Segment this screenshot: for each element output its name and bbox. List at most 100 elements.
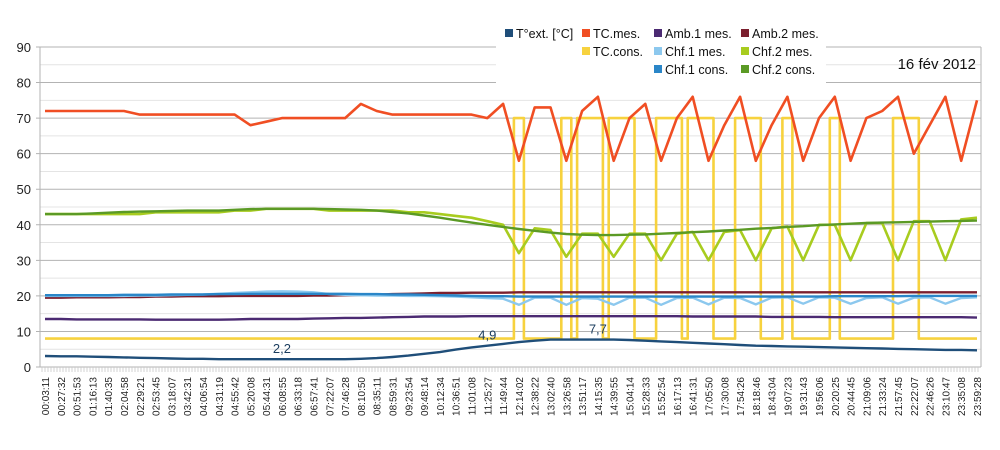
x-tick-label: 21:33:24 bbox=[878, 377, 889, 416]
x-tick-label: 07:22:07 bbox=[325, 377, 336, 416]
x-tick-label: 19:31:43 bbox=[799, 377, 810, 416]
x-tick-label: 14:15:35 bbox=[594, 377, 605, 416]
x-tick-label: 02:29:21 bbox=[136, 377, 147, 416]
x-tick-label: 13:51:17 bbox=[578, 377, 589, 416]
legend-label: Chf.1 mes. bbox=[665, 45, 725, 59]
y-tick-label: 90 bbox=[17, 40, 31, 55]
x-tick-label: 11:01:08 bbox=[468, 377, 479, 416]
x-tick-label: 04:06:54 bbox=[199, 377, 210, 416]
legend-swatch bbox=[654, 47, 662, 55]
x-tick-label: 13:26:58 bbox=[562, 377, 573, 416]
legend-label: T°ext. [°C] bbox=[516, 27, 573, 41]
legend-swatch bbox=[654, 29, 662, 37]
x-tick-label: 00:03:11 bbox=[41, 377, 52, 416]
data-label: 7,7 bbox=[589, 322, 607, 337]
x-tick-label: 21:09:06 bbox=[862, 377, 873, 416]
x-tick-label: 06:33:18 bbox=[294, 377, 305, 416]
series-line-t-ext-c bbox=[44, 338, 978, 361]
series-line-amb-1-mes bbox=[45, 315, 978, 321]
x-tick-label: 15:04:14 bbox=[625, 377, 636, 416]
y-tick-label: 70 bbox=[17, 111, 31, 126]
x-tick-label: 18:43:04 bbox=[768, 377, 779, 416]
x-tick-label: 01:16:13 bbox=[88, 377, 99, 416]
x-tick-label: 02:53:45 bbox=[152, 377, 163, 416]
x-tick-label: 13:02:40 bbox=[546, 377, 557, 416]
x-tick-label: 10:36:51 bbox=[452, 377, 463, 416]
x-tick-label: 10:12:34 bbox=[436, 377, 447, 416]
x-tick-label: 08:10:50 bbox=[357, 377, 368, 416]
legend-label: Amb.1 mes. bbox=[665, 27, 732, 41]
x-tick-label: 05:20:08 bbox=[246, 377, 257, 416]
x-tick-label: 05:44:31 bbox=[262, 377, 273, 416]
legend: T°ext. [°C] TC.mes. Amb.1 mes. Amb.2 mes. TC… bbox=[496, 26, 826, 84]
x-tick-label: 03:42:31 bbox=[183, 377, 194, 416]
x-tick-label: 08:35:11 bbox=[373, 377, 384, 416]
y-tick-label: 0 bbox=[24, 360, 31, 375]
x-tick-label: 22:22:07 bbox=[910, 377, 921, 416]
series-line-chf-2-mes bbox=[45, 207, 978, 262]
x-tick-label: 00:51:53 bbox=[73, 377, 84, 416]
x-tick-label: 16:41:31 bbox=[689, 377, 700, 416]
x-axis-ticks: 00:03:11 00:27:32 00:51:53 01:16:13 01:40:35… bbox=[41, 377, 984, 416]
annotations: 2,2 4,9 7,7 bbox=[273, 322, 607, 357]
x-tick-label: 11:49:44 bbox=[499, 377, 510, 416]
x-tick-label: 20:20:25 bbox=[831, 377, 842, 416]
x-tick-label: 23:59:28 bbox=[973, 377, 984, 416]
legend-swatch bbox=[741, 47, 749, 55]
x-tick-label: 00:27:32 bbox=[57, 377, 68, 416]
x-tick-label: 04:31:19 bbox=[215, 377, 226, 416]
x-tick-label: 22:46:26 bbox=[926, 377, 937, 416]
legend-swatch bbox=[582, 29, 590, 37]
x-tick-label: 18:18:46 bbox=[752, 377, 763, 416]
date-label: 16 fév 2012 bbox=[898, 56, 976, 73]
x-tick-label: 23:35:08 bbox=[957, 377, 968, 416]
legend-swatch bbox=[654, 65, 662, 73]
x-tick-label: 12:14:02 bbox=[515, 377, 526, 416]
x-tick-label: 17:54:26 bbox=[736, 377, 747, 416]
legend-swatch bbox=[741, 65, 749, 73]
x-tick-label: 14:39:55 bbox=[610, 377, 621, 416]
series-lines bbox=[44, 95, 979, 361]
data-label: 4,9 bbox=[478, 328, 496, 343]
x-tick-label: 20:44:45 bbox=[847, 377, 858, 416]
legend-label: Chf.2 cons. bbox=[752, 63, 815, 77]
legend-label: Amb.2 mes. bbox=[752, 27, 819, 41]
y-tick-label: 10 bbox=[17, 324, 31, 339]
x-tick-label: 19:07:23 bbox=[783, 377, 794, 416]
x-tick-label: 11:25:27 bbox=[483, 377, 494, 416]
y-tick-label: 20 bbox=[17, 289, 31, 304]
x-tick-label: 03:18:07 bbox=[167, 377, 178, 416]
y-tick-label: 30 bbox=[17, 253, 31, 268]
series-line-chf-1-cons bbox=[45, 292, 977, 298]
x-tick-label: 12:38:22 bbox=[531, 377, 542, 416]
x-tick-label: 06:08:55 bbox=[278, 377, 289, 416]
series-line-chf-2-cons bbox=[45, 207, 978, 237]
y-tick-label: 50 bbox=[17, 182, 31, 197]
x-tick-label: 23:10:47 bbox=[941, 377, 952, 416]
x-tick-label: 06:57:41 bbox=[310, 377, 321, 416]
legend-label: Chf.2 mes. bbox=[752, 45, 812, 59]
legend-swatch bbox=[741, 29, 749, 37]
x-tick-label: 17:30:08 bbox=[720, 377, 731, 416]
x-tick-label: 17:05:50 bbox=[704, 377, 715, 416]
x-tick-label: 16:17:13 bbox=[673, 377, 684, 416]
x-tick-label: 21:57:45 bbox=[894, 377, 905, 416]
y-tick-label: 80 bbox=[17, 76, 31, 91]
series-line-tc-mes bbox=[45, 95, 979, 163]
y-axis-ticks: 0 10 20 30 40 50 60 70 80 90 bbox=[17, 40, 31, 375]
legend-swatch bbox=[582, 47, 590, 55]
x-tick-label: 09:48:14 bbox=[420, 377, 431, 416]
x-tick-label: 09:23:54 bbox=[404, 377, 415, 416]
x-tick-label: 08:59:31 bbox=[389, 377, 400, 416]
x-tick-label: 19:56:06 bbox=[815, 377, 826, 416]
x-tick-label: 15:52:54 bbox=[657, 377, 668, 416]
x-tick-label: 04:55:42 bbox=[231, 377, 242, 416]
data-label: 2,2 bbox=[273, 341, 291, 356]
x-tick-label: 15:28:33 bbox=[641, 377, 652, 416]
series-line-amb-2-mes bbox=[45, 291, 977, 299]
series-line-tc-cons bbox=[45, 116, 977, 340]
y-tick-label: 60 bbox=[17, 147, 31, 162]
legend-label: TC.mes. bbox=[593, 27, 640, 41]
y-tick-label: 40 bbox=[17, 218, 31, 233]
